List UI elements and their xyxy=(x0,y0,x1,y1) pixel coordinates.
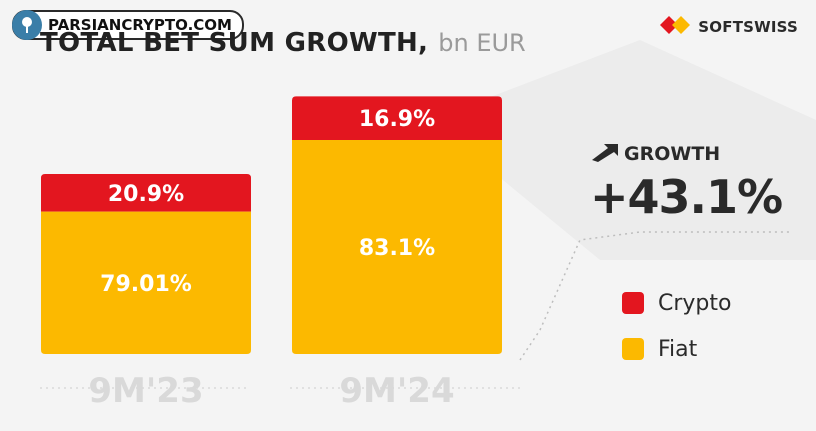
watermark-badge: PARSIANCRYPTO.COM xyxy=(12,10,244,40)
brand-logo: SOFTSWISS xyxy=(658,14,798,40)
softswiss-logo-icon xyxy=(658,14,692,40)
category-label-9m23: 9M'23 xyxy=(88,371,203,411)
legend-label-fiat: Fiat xyxy=(658,336,698,362)
title-main: TOTAL BET SUM GROWTH, xyxy=(40,28,429,58)
category-label-9m24: 9M'24 xyxy=(339,371,454,411)
data-label-fiat-9m23: 79.01% xyxy=(100,272,192,297)
data-label-crypto-9m24: 16.9% xyxy=(359,107,435,132)
bar-fiat-9m23 xyxy=(41,211,251,354)
bar-crypto-9m23 xyxy=(41,174,251,212)
brand-name: SOFTSWISS xyxy=(698,18,798,36)
data-label-crypto-9m23: 20.9% xyxy=(108,182,184,207)
legend-swatch-crypto xyxy=(622,292,644,314)
legend-label-crypto: Crypto xyxy=(658,290,732,316)
bar-crypto-9m24 xyxy=(292,96,502,140)
title-unit: bn EUR xyxy=(438,29,526,57)
growth-label: GROWTH xyxy=(624,143,721,165)
watermark-text: PARSIANCRYPTO.COM xyxy=(48,16,232,34)
tree-logo-icon xyxy=(12,10,42,40)
legend-item-fiat: Fiat xyxy=(622,326,731,372)
growth-callout: GROWTH +43.1% xyxy=(590,142,800,224)
data-label-fiat-9m24: 83.1% xyxy=(359,236,435,261)
chart-title: TOTAL BET SUM GROWTH, bn EUR xyxy=(40,28,526,68)
arrow-up-right-icon xyxy=(590,142,620,166)
chart-legend: Crypto Fiat xyxy=(622,280,731,372)
legend-item-crypto: Crypto xyxy=(622,280,731,326)
bar-fiat-9m24 xyxy=(292,139,502,354)
growth-value: +43.1% xyxy=(590,170,783,224)
legend-swatch-fiat xyxy=(622,338,644,360)
